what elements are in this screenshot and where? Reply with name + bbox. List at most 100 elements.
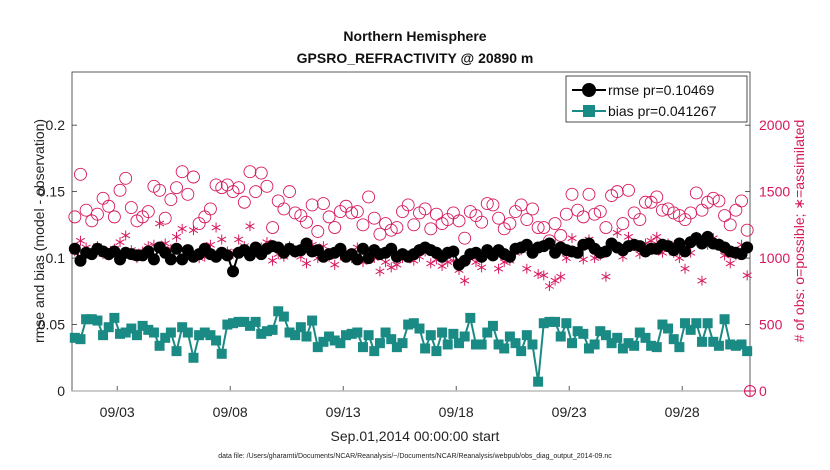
assimilated-obs-point bbox=[612, 227, 622, 238]
bias-point bbox=[668, 334, 679, 345]
bias-point bbox=[708, 336, 719, 347]
bias-point bbox=[499, 343, 510, 354]
assimilated-obs-point bbox=[652, 231, 662, 242]
possible-obs-point bbox=[650, 190, 664, 204]
possible-obs-point bbox=[667, 206, 681, 220]
bias-point bbox=[312, 342, 323, 353]
possible-obs-point bbox=[429, 207, 443, 221]
assimilated-obs-point bbox=[544, 280, 555, 291]
possible-obs-point bbox=[203, 202, 217, 216]
possible-obs-point bbox=[322, 210, 336, 224]
rmse-point bbox=[164, 253, 177, 266]
bias-point bbox=[143, 324, 154, 335]
bias-point bbox=[205, 330, 216, 341]
bias-point bbox=[595, 326, 606, 337]
assimilated-obs-point bbox=[567, 233, 577, 244]
bias-point bbox=[454, 338, 465, 349]
bias-point bbox=[188, 352, 199, 363]
bias-point bbox=[516, 346, 527, 357]
zero-obs-marker bbox=[744, 385, 756, 397]
bias-point bbox=[278, 311, 289, 322]
bias-point bbox=[318, 336, 329, 347]
bias-point bbox=[742, 346, 753, 357]
bias-point bbox=[680, 318, 691, 329]
bias-point bbox=[437, 327, 448, 338]
bias-point bbox=[578, 328, 589, 339]
possible-obs-point bbox=[520, 213, 534, 226]
bias-point bbox=[352, 327, 363, 338]
bias-point bbox=[487, 320, 498, 331]
possible-obs-point bbox=[514, 198, 528, 212]
assimilated-obs-point bbox=[493, 263, 504, 274]
possible-obs-point bbox=[373, 227, 387, 241]
bias-point bbox=[702, 318, 713, 329]
assimilated-obs-point bbox=[539, 270, 549, 281]
possible-obs-point bbox=[300, 215, 313, 229]
rmse-point bbox=[351, 253, 364, 266]
possible-obs-point bbox=[390, 221, 404, 234]
possible-obs-point bbox=[718, 209, 732, 223]
possible-obs-point bbox=[740, 223, 754, 237]
possible-obs-point bbox=[158, 211, 172, 225]
rmse-point bbox=[68, 242, 81, 255]
bias-point bbox=[357, 342, 368, 353]
bias-point bbox=[408, 318, 419, 329]
possible-obs-point bbox=[486, 198, 500, 212]
bias-point bbox=[165, 327, 176, 338]
possible-obs-point bbox=[458, 231, 472, 245]
possible-obs-point bbox=[599, 221, 613, 234]
possible-obs-point bbox=[616, 217, 630, 230]
bias-point bbox=[177, 322, 188, 333]
y2-tick-label: 0 bbox=[759, 383, 767, 399]
possible-obs-point bbox=[362, 190, 376, 204]
x-tick-label: 09/03 bbox=[100, 404, 135, 420]
bias-point bbox=[86, 314, 97, 325]
zero-obs-cross bbox=[745, 386, 755, 396]
bias-point bbox=[696, 336, 707, 347]
possible-obs-point bbox=[107, 210, 121, 224]
bias-point bbox=[431, 346, 442, 357]
possible-obs-point bbox=[215, 181, 229, 195]
bias-point bbox=[442, 339, 453, 350]
possible-obs-point bbox=[345, 206, 359, 220]
assimilated-obs-point bbox=[267, 255, 278, 266]
legend: rmse pr=0.10469 bias pr=0.041267 bbox=[565, 75, 748, 123]
possible-obs-point bbox=[170, 181, 183, 195]
bias-point bbox=[629, 340, 640, 351]
bias-point bbox=[363, 330, 374, 341]
possible-obs-point bbox=[79, 203, 93, 217]
possible-obs-point bbox=[610, 185, 624, 199]
possible-obs-point bbox=[356, 218, 370, 232]
bias-point bbox=[222, 319, 233, 330]
assimilated-obs-point bbox=[426, 258, 436, 269]
bias-point bbox=[160, 332, 171, 343]
chart-title-line-1: Northern Hemisphere bbox=[343, 28, 486, 44]
assimilated-obs-point bbox=[697, 275, 707, 286]
bias-point bbox=[244, 320, 255, 331]
bias-point bbox=[448, 328, 459, 339]
possible-obs-point bbox=[74, 167, 87, 181]
possible-obs-point bbox=[407, 218, 421, 232]
bias-point bbox=[606, 338, 617, 349]
possible-obs-point bbox=[249, 185, 263, 199]
possible-obs-point bbox=[475, 215, 489, 229]
legend-rmse-label: rmse pr=0.10469 bbox=[608, 82, 714, 98]
y-tick-label: 0.05 bbox=[38, 317, 65, 333]
bias-point bbox=[713, 340, 724, 351]
possible-obs-point bbox=[243, 165, 257, 179]
series-possible-obs bbox=[68, 165, 756, 397]
bias-point bbox=[81, 314, 92, 325]
assimilated-obs-point bbox=[301, 258, 312, 269]
assimilated-obs-point bbox=[680, 263, 690, 274]
possible-obs-point bbox=[113, 183, 127, 197]
assimilated-obs-point bbox=[211, 222, 221, 233]
bias-point bbox=[148, 327, 159, 338]
assimilated-obs-point bbox=[154, 218, 165, 229]
possible-obs-point bbox=[266, 221, 280, 234]
x-axis: 09/03 09/08 09/13 09/18 09/23 09/28 bbox=[100, 386, 700, 420]
bias-point bbox=[691, 318, 702, 329]
possible-obs-point bbox=[622, 183, 635, 197]
assimilated-obs-point bbox=[601, 271, 611, 282]
possible-obs-point bbox=[175, 165, 189, 179]
